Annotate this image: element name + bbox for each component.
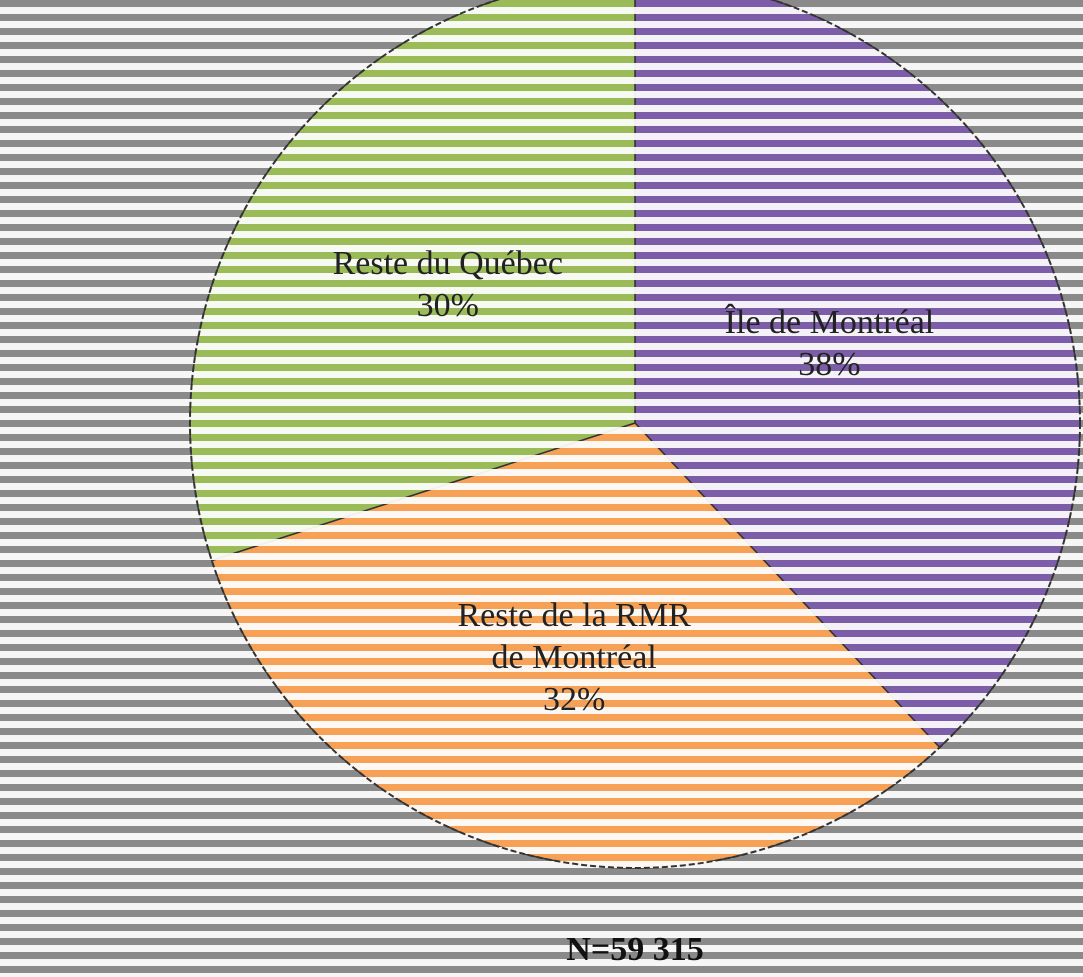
slice-value-label-reste-du-quebec: 30%: [417, 287, 479, 324]
pie-outline: [189, 0, 1081, 869]
slice-category-label-reste-de-la-rmr-de-montreal: de Montréal: [492, 639, 657, 676]
slice-category-label-reste-du-quebec: Reste du Québec: [333, 245, 563, 282]
slice-category-label-ile-de-montreal: Île de Montréal: [725, 304, 935, 341]
total-count-label: N=59 315: [566, 931, 703, 968]
slice-value-label-reste-de-la-rmr-de-montreal: 32%: [543, 681, 605, 718]
slice-value-label-ile-de-montreal: 38%: [798, 346, 860, 383]
slice-labels: Île de Montréal 38% Reste de la RMR de Mont…: [333, 245, 935, 718]
slice-category-label-reste-de-la-rmr-de-montreal: Reste de la RMR: [458, 597, 692, 634]
